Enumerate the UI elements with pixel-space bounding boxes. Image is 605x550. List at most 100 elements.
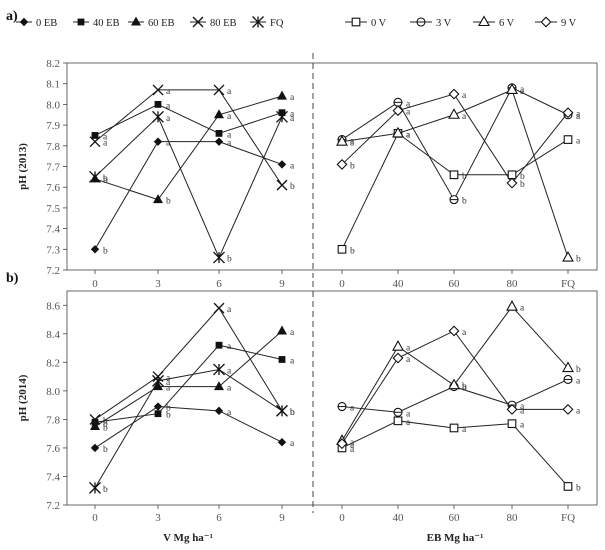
significance-label: a <box>290 93 295 103</box>
significance-label: b <box>166 404 171 414</box>
legend-item: 0 V <box>345 17 387 29</box>
significance-label: a <box>227 130 232 140</box>
legend-label: 3 V <box>436 18 452 29</box>
significance-label: a <box>227 384 232 394</box>
significance-label: a <box>290 114 295 124</box>
significance-label: a <box>166 101 171 111</box>
y-tick-label: 8.2 <box>46 58 60 70</box>
significance-label: a <box>350 438 355 448</box>
x-tick-label-left: 9 <box>279 278 285 290</box>
significance-label: b <box>166 197 171 207</box>
data-point <box>213 84 225 96</box>
x-tick-label-right: 40 <box>393 278 405 290</box>
x-tick-label-left: 0 <box>92 512 98 524</box>
y-tick-label: 7.8 <box>46 141 60 153</box>
significance-label: a <box>290 439 295 449</box>
legend-marker <box>131 16 141 26</box>
legend-label: 9 V <box>561 18 577 29</box>
significance-label: a <box>520 402 525 412</box>
data-point <box>392 105 404 117</box>
significance-label: a <box>406 130 411 140</box>
y-tick-label: 7.4 <box>46 471 60 483</box>
y-tick-label: 7.4 <box>46 224 60 236</box>
series-line <box>94 406 283 449</box>
panel-label: b) <box>6 271 19 286</box>
legend-marker <box>540 16 552 28</box>
data-point <box>449 423 459 433</box>
significance-label: a <box>290 356 295 366</box>
significance-label: a <box>350 445 355 455</box>
significance-label: a <box>406 355 411 365</box>
data-point <box>562 107 574 119</box>
x-tick-label-right: FQ <box>561 278 575 290</box>
significance-label: a <box>166 384 171 394</box>
significance-label: a <box>576 112 581 122</box>
significance-label: a <box>576 406 581 416</box>
data-point <box>507 170 517 180</box>
legend-marker <box>192 16 204 28</box>
data-point <box>89 413 101 425</box>
x-tick-label-right: 0 <box>339 512 345 524</box>
significance-label: a <box>462 91 467 101</box>
data-point <box>214 109 224 119</box>
significance-label: a <box>166 87 171 97</box>
data-point <box>393 407 403 417</box>
significance-label: a <box>350 139 355 149</box>
data-point <box>392 126 404 138</box>
y-tick-label: 7.2 <box>46 500 60 512</box>
data-point <box>213 251 225 264</box>
significance-label: a <box>406 108 411 118</box>
significance-label: b <box>462 172 467 182</box>
panel-b: 7.2 7.4 7.6 7.8 8.0 8.2 8.4 8.6 b) pH (2014) 0 3 6 9 0… <box>6 271 598 544</box>
plot-frame <box>66 62 598 271</box>
significance-label: a <box>290 328 295 338</box>
series-0-v: aaa ab <box>337 416 581 493</box>
significance-label: b <box>103 246 108 256</box>
series-fq: b a b a <box>89 110 295 265</box>
legend-item: 60 EB <box>128 16 175 29</box>
data-point <box>214 406 224 416</box>
data-point <box>392 352 404 364</box>
data-point <box>277 160 287 169</box>
legend-marker <box>478 15 490 27</box>
data-point <box>392 340 404 351</box>
significance-label: a <box>290 161 295 171</box>
significance-label: a <box>520 87 525 97</box>
significance-label: a <box>350 137 355 147</box>
data-point <box>393 97 403 107</box>
significance-label: a <box>406 99 411 109</box>
significance-label: b <box>520 180 525 190</box>
legend-label: 40 EB <box>93 18 120 29</box>
significance-label: b <box>350 246 355 256</box>
significance-label: a <box>576 376 581 386</box>
data-point <box>449 195 459 205</box>
data-point <box>214 137 224 146</box>
significance-label: b <box>576 365 581 375</box>
significance-label: b <box>520 172 525 182</box>
significance-label: a <box>166 378 171 388</box>
y-tick-label: 8.6 <box>46 300 60 312</box>
legend: 0 EB 40 EB 60 EB 80 EB FQ 0 V 3 V 6 V 9 V <box>16 15 577 29</box>
significance-label: a <box>227 87 232 97</box>
data-point <box>563 482 573 491</box>
series-line <box>94 307 283 420</box>
series-line <box>94 368 283 489</box>
data-point <box>213 302 225 314</box>
significance-label: b <box>103 419 108 429</box>
series-line <box>94 141 283 250</box>
data-point <box>448 108 460 119</box>
data-point <box>277 438 287 447</box>
significance-label: a <box>227 112 232 122</box>
significance-label: b <box>290 408 295 418</box>
data-point <box>276 404 288 417</box>
data-point <box>89 136 101 148</box>
data-point <box>449 170 459 180</box>
legend-label: 6 V <box>499 18 515 29</box>
data-point <box>393 416 403 426</box>
significance-label: a <box>227 366 232 376</box>
legend-item: FQ <box>250 16 284 29</box>
x-tick-label-right: 60 <box>449 278 461 290</box>
